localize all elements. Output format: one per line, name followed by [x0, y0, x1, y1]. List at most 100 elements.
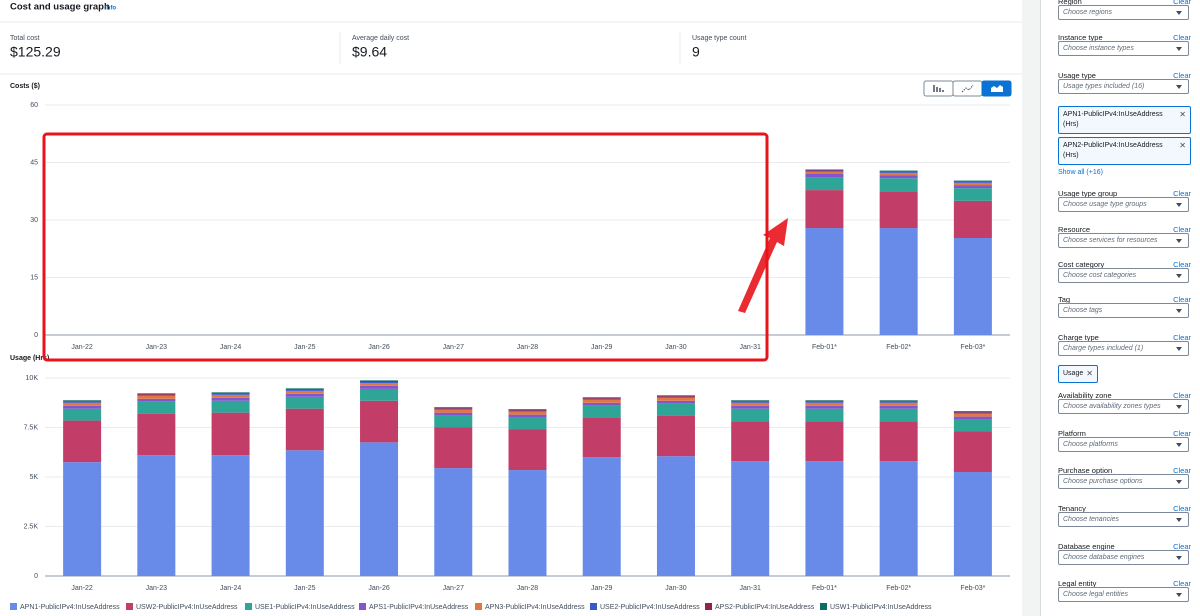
- clear-link[interactable]: Clear: [1173, 260, 1191, 269]
- filter-token[interactable]: Usage: [1058, 365, 1098, 383]
- clear-link[interactable]: Clear: [1173, 391, 1191, 400]
- bar-segment: [63, 400, 102, 402]
- bar-segment: [953, 180, 992, 182]
- bar-segment: [656, 415, 695, 457]
- x-tick-label: Feb-02*: [886, 585, 911, 592]
- bar-segment: [211, 392, 250, 393]
- info-link[interactable]: Info: [105, 6, 116, 12]
- bar-segment: [137, 398, 176, 402]
- filter-select[interactable]: Usage types included (16): [1058, 79, 1189, 94]
- bar-segment: [805, 408, 844, 422]
- bar-segment: [731, 401, 770, 403]
- axis-title: Costs ($): [10, 83, 40, 90]
- bar-segment: [953, 413, 992, 417]
- filter-token[interactable]: APN1-PublicIPv4:InUseAddress (Hrs): [1058, 106, 1191, 134]
- x-tick-label: Jan-22: [71, 344, 93, 351]
- bar-segment: [508, 410, 547, 412]
- clear-link[interactable]: Clear: [1173, 225, 1191, 234]
- filter-label: Purchase option: [1058, 466, 1113, 475]
- bar-segment: [434, 408, 473, 410]
- filter-select[interactable]: Charge types included (1): [1058, 341, 1189, 356]
- bar-segment: [953, 188, 992, 201]
- bar-segment: [656, 396, 695, 398]
- chart-toggle: [923, 80, 1012, 97]
- bar-segment: [731, 400, 770, 402]
- y-tick-label: 2.5K: [24, 523, 39, 530]
- clear-link[interactable]: Clear: [1173, 189, 1191, 198]
- filter-select[interactable]: Choose usage type groups: [1058, 197, 1189, 212]
- bar-segment: [953, 411, 992, 413]
- bar-segment: [508, 429, 547, 471]
- x-tick-label: Jan-24: [220, 585, 242, 592]
- filter-select[interactable]: Choose legal entities: [1058, 587, 1189, 602]
- clear-link[interactable]: Clear: [1173, 579, 1191, 588]
- bar-segment: [211, 393, 250, 395]
- filter-token[interactable]: APN2-PublicIPv4:InUseAddress (Hrs): [1058, 137, 1191, 165]
- x-tick-label: Jan-29: [591, 585, 613, 592]
- splitter[interactable]: [1022, 0, 1040, 616]
- y-tick-label: 7.5K: [24, 424, 39, 431]
- bar-toggle[interactable]: [923, 80, 954, 97]
- filter-label: Charge type: [1058, 333, 1099, 342]
- filter-select[interactable]: Choose tenancies: [1058, 512, 1189, 527]
- x-tick-label: Jan-25: [294, 344, 316, 351]
- filter-select[interactable]: Choose database engines: [1058, 550, 1189, 565]
- bar-segment: [508, 414, 547, 418]
- clear-link[interactable]: Clear: [1173, 295, 1191, 304]
- filter-select[interactable]: Choose availability zones types: [1058, 399, 1189, 414]
- icon: [991, 85, 1003, 92]
- bar-segment: [582, 417, 621, 458]
- clear-link[interactable]: Clear: [1173, 333, 1191, 342]
- x-tick-label: Feb-01*: [812, 344, 837, 351]
- bar-segment: [879, 401, 918, 403]
- bar-segment: [137, 394, 176, 396]
- summary-value: $9.64: [352, 44, 387, 60]
- bar-segment: [137, 393, 176, 394]
- x-tick-label: Jan-25: [294, 585, 316, 592]
- bar-segment: [434, 415, 473, 428]
- bar-segment: [211, 412, 250, 456]
- clear-link[interactable]: Clear: [1173, 466, 1191, 475]
- filter-label: Region: [1058, 0, 1082, 6]
- bar-segment: [137, 393, 176, 395]
- bar-segment: [656, 395, 695, 397]
- clear-link[interactable]: Clear: [1173, 429, 1191, 438]
- filter-select[interactable]: Choose purchase options: [1058, 474, 1189, 489]
- show-all-link[interactable]: Show all (+16): [1058, 169, 1103, 176]
- clear-link[interactable]: Clear: [1173, 0, 1191, 6]
- summary-label: Usage type count: [692, 35, 747, 42]
- x-tick-label: Jan-31: [739, 344, 761, 351]
- clear-link[interactable]: Clear: [1173, 71, 1191, 80]
- x-tick-label: Jan-24: [220, 344, 242, 351]
- bar-segment: [508, 417, 547, 430]
- bar-segment: [805, 228, 844, 335]
- bar-segment: [137, 413, 176, 456]
- bar-segment: [805, 400, 844, 401]
- bar-segment: [953, 411, 992, 412]
- legend-label: USE2-PublicIPv4:InUseAddress: [600, 604, 700, 611]
- clear-link[interactable]: Clear: [1173, 504, 1191, 513]
- clear-link[interactable]: Clear: [1173, 542, 1191, 551]
- clear-link[interactable]: Clear: [1173, 33, 1191, 42]
- filter-select[interactable]: Choose instance types: [1058, 41, 1189, 56]
- legend-swatch: [359, 603, 366, 610]
- x-tick-label: Jan-29: [591, 344, 613, 351]
- filter-select[interactable]: Choose cost categories: [1058, 268, 1189, 283]
- bar-segment: [434, 427, 473, 469]
- line-toggle[interactable]: [952, 80, 983, 97]
- bar-segment: [731, 461, 770, 576]
- filter-select[interactable]: Choose tags: [1058, 303, 1189, 318]
- bar-segment: [508, 411, 547, 415]
- bar-segment: [731, 408, 770, 422]
- y-tick-label: 5K: [29, 474, 38, 481]
- bar-segment: [508, 409, 547, 411]
- x-tick-label: Jan-28: [517, 585, 539, 592]
- filter-select[interactable]: Choose services for resources: [1058, 233, 1189, 248]
- filter-select[interactable]: Choose platforms: [1058, 437, 1189, 452]
- bar-segment: [879, 402, 918, 406]
- bar-segment: [731, 421, 770, 462]
- filter-select[interactable]: Choose regions: [1058, 5, 1189, 20]
- bar-segment: [656, 400, 695, 404]
- legend-swatch: [245, 603, 252, 610]
